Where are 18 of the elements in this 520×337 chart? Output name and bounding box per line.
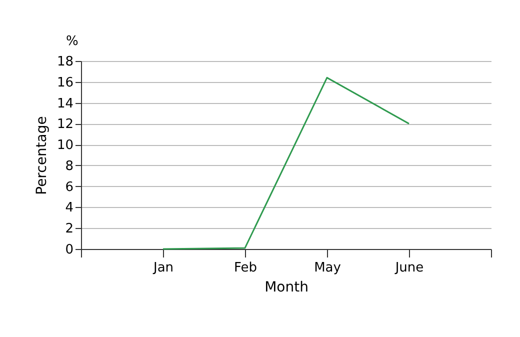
x-tick-label: June [394, 260, 424, 276]
y-axis-title: Percentage [34, 116, 50, 195]
y-tick-label: 14 [56, 96, 74, 112]
x-axis-title: Month [264, 280, 308, 296]
y-tick-label: 0 [65, 242, 74, 258]
x-tick-label: Jan [152, 260, 174, 276]
y-tick-label: 10 [56, 138, 74, 154]
y-tick-label: 8 [65, 158, 74, 174]
line-series [162, 76, 410, 250]
text: % [66, 34, 78, 49]
y-tick-label: 12 [56, 117, 74, 132]
y-tick-label: 16 [56, 75, 74, 90]
x-tick-label: May [314, 260, 342, 276]
y-tick-label: 18 [56, 54, 74, 70]
y-tick-label: 2 [65, 222, 74, 237]
x-tick-label: Feb [234, 260, 258, 276]
y-tick-label: 6 [65, 180, 74, 195]
y-tick-label: 4 [65, 200, 74, 216]
